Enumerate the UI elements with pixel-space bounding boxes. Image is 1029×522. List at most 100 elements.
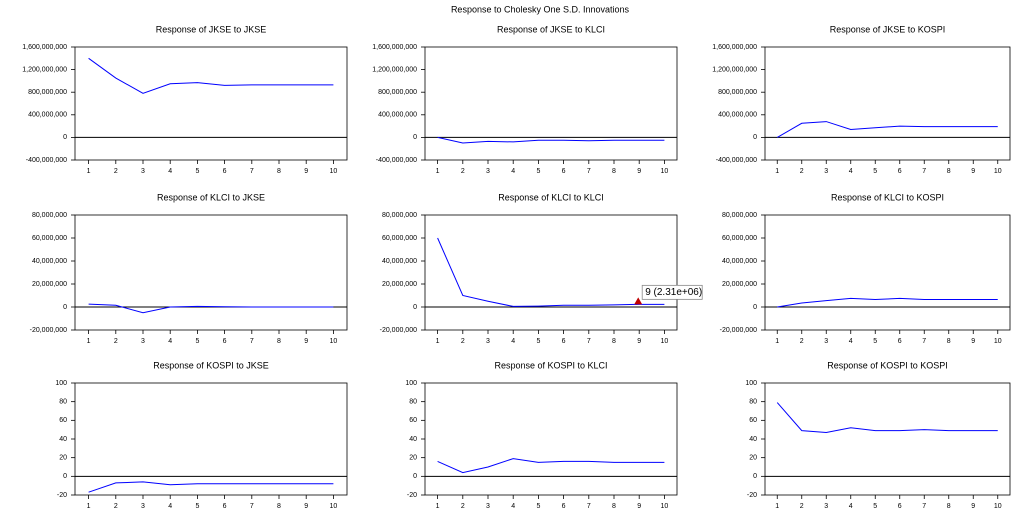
x-tick-label: 4: [511, 503, 515, 510]
x-tick-label: 6: [223, 503, 227, 510]
x-tick-label: 5: [195, 503, 199, 510]
panel-title: Response of KOSPI to JKSE: [153, 360, 269, 370]
panel-title: Response of JKSE to KOSPI: [830, 24, 946, 34]
x-tick-label: 10: [994, 168, 1002, 175]
x-tick-label: 2: [461, 168, 465, 175]
main-title: Response to Cholesky One S.D. Innovation…: [451, 4, 630, 14]
y-tick-label: 0: [63, 473, 67, 480]
panel-title: Response of KLCI to JKSE: [157, 192, 265, 202]
x-tick-label: 6: [562, 338, 566, 345]
response-line: [437, 458, 665, 474]
y-tick-label: 1,200,000,000: [22, 66, 67, 73]
x-tick-label: 2: [800, 168, 804, 175]
panel-title: Response of KOSPI to KOSPI: [827, 360, 948, 370]
y-tick-label: 1,200,000,000: [372, 66, 417, 73]
x-tick-label: 6: [223, 338, 227, 345]
x-tick-label: 10: [994, 503, 1002, 510]
x-tick-label: 7: [922, 168, 926, 175]
y-tick-label: 0: [413, 304, 417, 311]
x-tick-label: 8: [612, 168, 616, 175]
y-tick-label: 1,600,000,000: [22, 44, 67, 51]
x-tick-label: 9: [637, 503, 641, 510]
y-tick-label: 0: [753, 304, 757, 311]
panel-title: Response of KLCI to KLCI: [498, 192, 604, 202]
x-tick-label: 1: [775, 338, 779, 345]
x-tick-label: 2: [461, 338, 465, 345]
x-tick-label: 5: [873, 503, 877, 510]
x-tick-label: 4: [849, 338, 853, 345]
x-tick-label: 9: [637, 168, 641, 175]
y-tick-label: 100: [745, 380, 757, 387]
x-tick-label: 9: [304, 168, 308, 175]
x-tick-label: 2: [800, 503, 804, 510]
y-tick-label: 100: [55, 380, 67, 387]
y-tick-label: 80,000,000: [722, 212, 757, 219]
x-tick-label: 7: [250, 503, 254, 510]
x-tick-label: 8: [612, 503, 616, 510]
response-line: [88, 481, 334, 493]
x-tick-label: 6: [223, 168, 227, 175]
x-tick-label: 4: [168, 338, 172, 345]
x-tick-label: 8: [947, 503, 951, 510]
plot-frame: [764, 214, 1011, 331]
y-tick-label: 60,000,000: [722, 235, 757, 242]
x-tick-label: 2: [800, 338, 804, 345]
y-tick-label: 100: [405, 380, 417, 387]
y-tick-label: -20,000,000: [30, 327, 67, 334]
y-tick-label: 80: [409, 399, 417, 406]
x-tick-label: 6: [898, 168, 902, 175]
x-tick-label: 3: [824, 168, 828, 175]
x-tick-label: 4: [168, 168, 172, 175]
x-tick-label: 2: [114, 168, 118, 175]
y-tick-label: 0: [753, 473, 757, 480]
response-line: [776, 402, 998, 433]
x-tick-label: 8: [277, 503, 281, 510]
y-tick-label: 60: [749, 417, 757, 424]
y-tick-label: 400,000,000: [28, 112, 67, 119]
x-tick-label: 8: [947, 338, 951, 345]
y-tick-label: 80: [59, 399, 67, 406]
x-tick-label: 3: [486, 168, 490, 175]
x-tick-label: 6: [898, 503, 902, 510]
y-tick-label: 800,000,000: [28, 89, 67, 96]
y-tick-label: 80,000,000: [382, 212, 417, 219]
y-tick-label: 1,200,000,000: [712, 66, 757, 73]
x-tick-label: 5: [195, 168, 199, 175]
x-tick-label: 9: [304, 503, 308, 510]
y-tick-label: 1,600,000,000: [712, 44, 757, 51]
plot-frame: [74, 46, 348, 161]
x-tick-label: 2: [461, 503, 465, 510]
x-tick-label: 3: [824, 338, 828, 345]
plot-frame: [764, 46, 1011, 161]
y-tick-label: 0: [753, 134, 757, 141]
x-tick-label: 10: [661, 503, 669, 510]
response-line: [437, 237, 665, 307]
y-tick-label: 40: [59, 436, 67, 443]
y-tick-label: 20: [59, 455, 67, 462]
y-tick-label: 40,000,000: [382, 258, 417, 265]
y-tick-label: -20: [407, 492, 417, 499]
response-line: [437, 136, 665, 144]
x-tick-label: 5: [873, 338, 877, 345]
x-tick-label: 3: [141, 338, 145, 345]
x-tick-label: 1: [436, 168, 440, 175]
y-tick-label: 20,000,000: [32, 281, 67, 288]
tooltip-marker: [634, 297, 643, 305]
y-tick-label: 0: [413, 473, 417, 480]
panel-title: Response of KLCI to KOSPI: [831, 192, 944, 202]
plot-frame: [424, 46, 678, 161]
response-line: [88, 303, 334, 314]
x-tick-label: 8: [277, 338, 281, 345]
x-tick-label: 10: [330, 338, 338, 345]
x-tick-label: 9: [971, 168, 975, 175]
x-tick-label: 3: [141, 503, 145, 510]
x-tick-label: 8: [947, 168, 951, 175]
y-tick-label: 800,000,000: [378, 89, 417, 96]
x-tick-label: 7: [922, 503, 926, 510]
x-tick-label: 1: [87, 338, 91, 345]
response-line: [777, 297, 998, 308]
y-tick-label: 60: [409, 417, 417, 424]
panel-title: Response of JKSE to KLCI: [497, 24, 605, 34]
